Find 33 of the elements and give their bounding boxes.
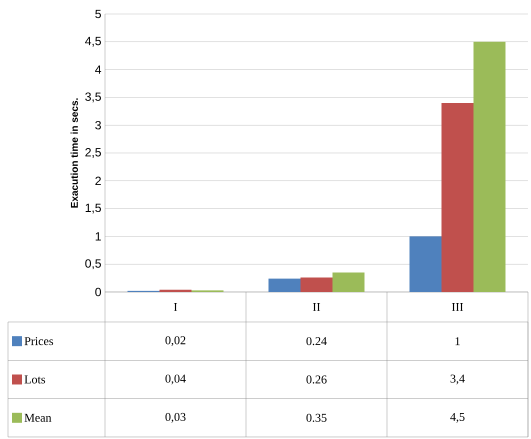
y-tick-label: 1 — [96, 232, 101, 241]
data-label: 0,02 — [165, 336, 186, 346]
data-label: 0.24 — [306, 337, 327, 346]
data-label: 1 — [456, 337, 460, 346]
y-tick-label: 0 — [95, 288, 102, 296]
y-tick-label: 2 — [95, 176, 101, 185]
y-tick-label: 4 — [95, 65, 102, 74]
y-tick-label: 3,5 — [85, 92, 101, 102]
y-tick-label: 2,5 — [85, 148, 101, 158]
y-tick-label: 0,5 — [85, 259, 101, 270]
bar — [473, 42, 506, 292]
y-tick-label: 4,5 — [85, 36, 101, 47]
x-tick-label: III — [452, 303, 464, 311]
data-label: 3,4 — [450, 374, 465, 384]
y-tick-label: 5 — [95, 10, 101, 18]
data-label: 0,03 — [165, 412, 186, 423]
y-tick-label: 3 — [95, 120, 101, 130]
data-label: 0.26 — [306, 375, 327, 384]
bar — [441, 102, 474, 292]
data-label: 0.35 — [306, 414, 327, 422]
data-label: 4,5 — [450, 412, 465, 423]
y-axis-title: Exacution time in secs. — [70, 98, 78, 208]
data-label: 0,04 — [165, 374, 186, 384]
x-tick-label: I — [174, 303, 178, 311]
bar — [268, 278, 300, 292]
legend-label: Mean — [24, 414, 52, 422]
legend-label: Prices — [24, 337, 54, 346]
x-tick-label: II — [312, 303, 320, 311]
bar — [332, 272, 364, 292]
bar — [409, 236, 442, 292]
legend-label: Lots — [24, 376, 46, 384]
y-tick-label: 1,5 — [86, 204, 101, 214]
bar — [300, 278, 332, 292]
